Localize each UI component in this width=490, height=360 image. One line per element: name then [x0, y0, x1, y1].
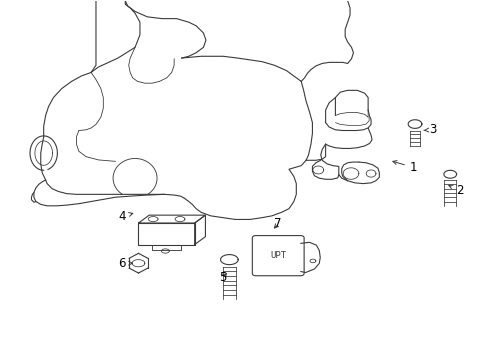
Text: 5: 5 [220, 271, 227, 284]
Text: 3: 3 [424, 123, 437, 136]
Text: 7: 7 [274, 217, 282, 230]
FancyBboxPatch shape [252, 235, 304, 276]
Text: 2: 2 [449, 184, 464, 197]
Text: 1: 1 [393, 161, 417, 174]
Text: UPT: UPT [270, 251, 286, 260]
Text: 6: 6 [118, 257, 132, 270]
Text: 4: 4 [118, 210, 133, 223]
